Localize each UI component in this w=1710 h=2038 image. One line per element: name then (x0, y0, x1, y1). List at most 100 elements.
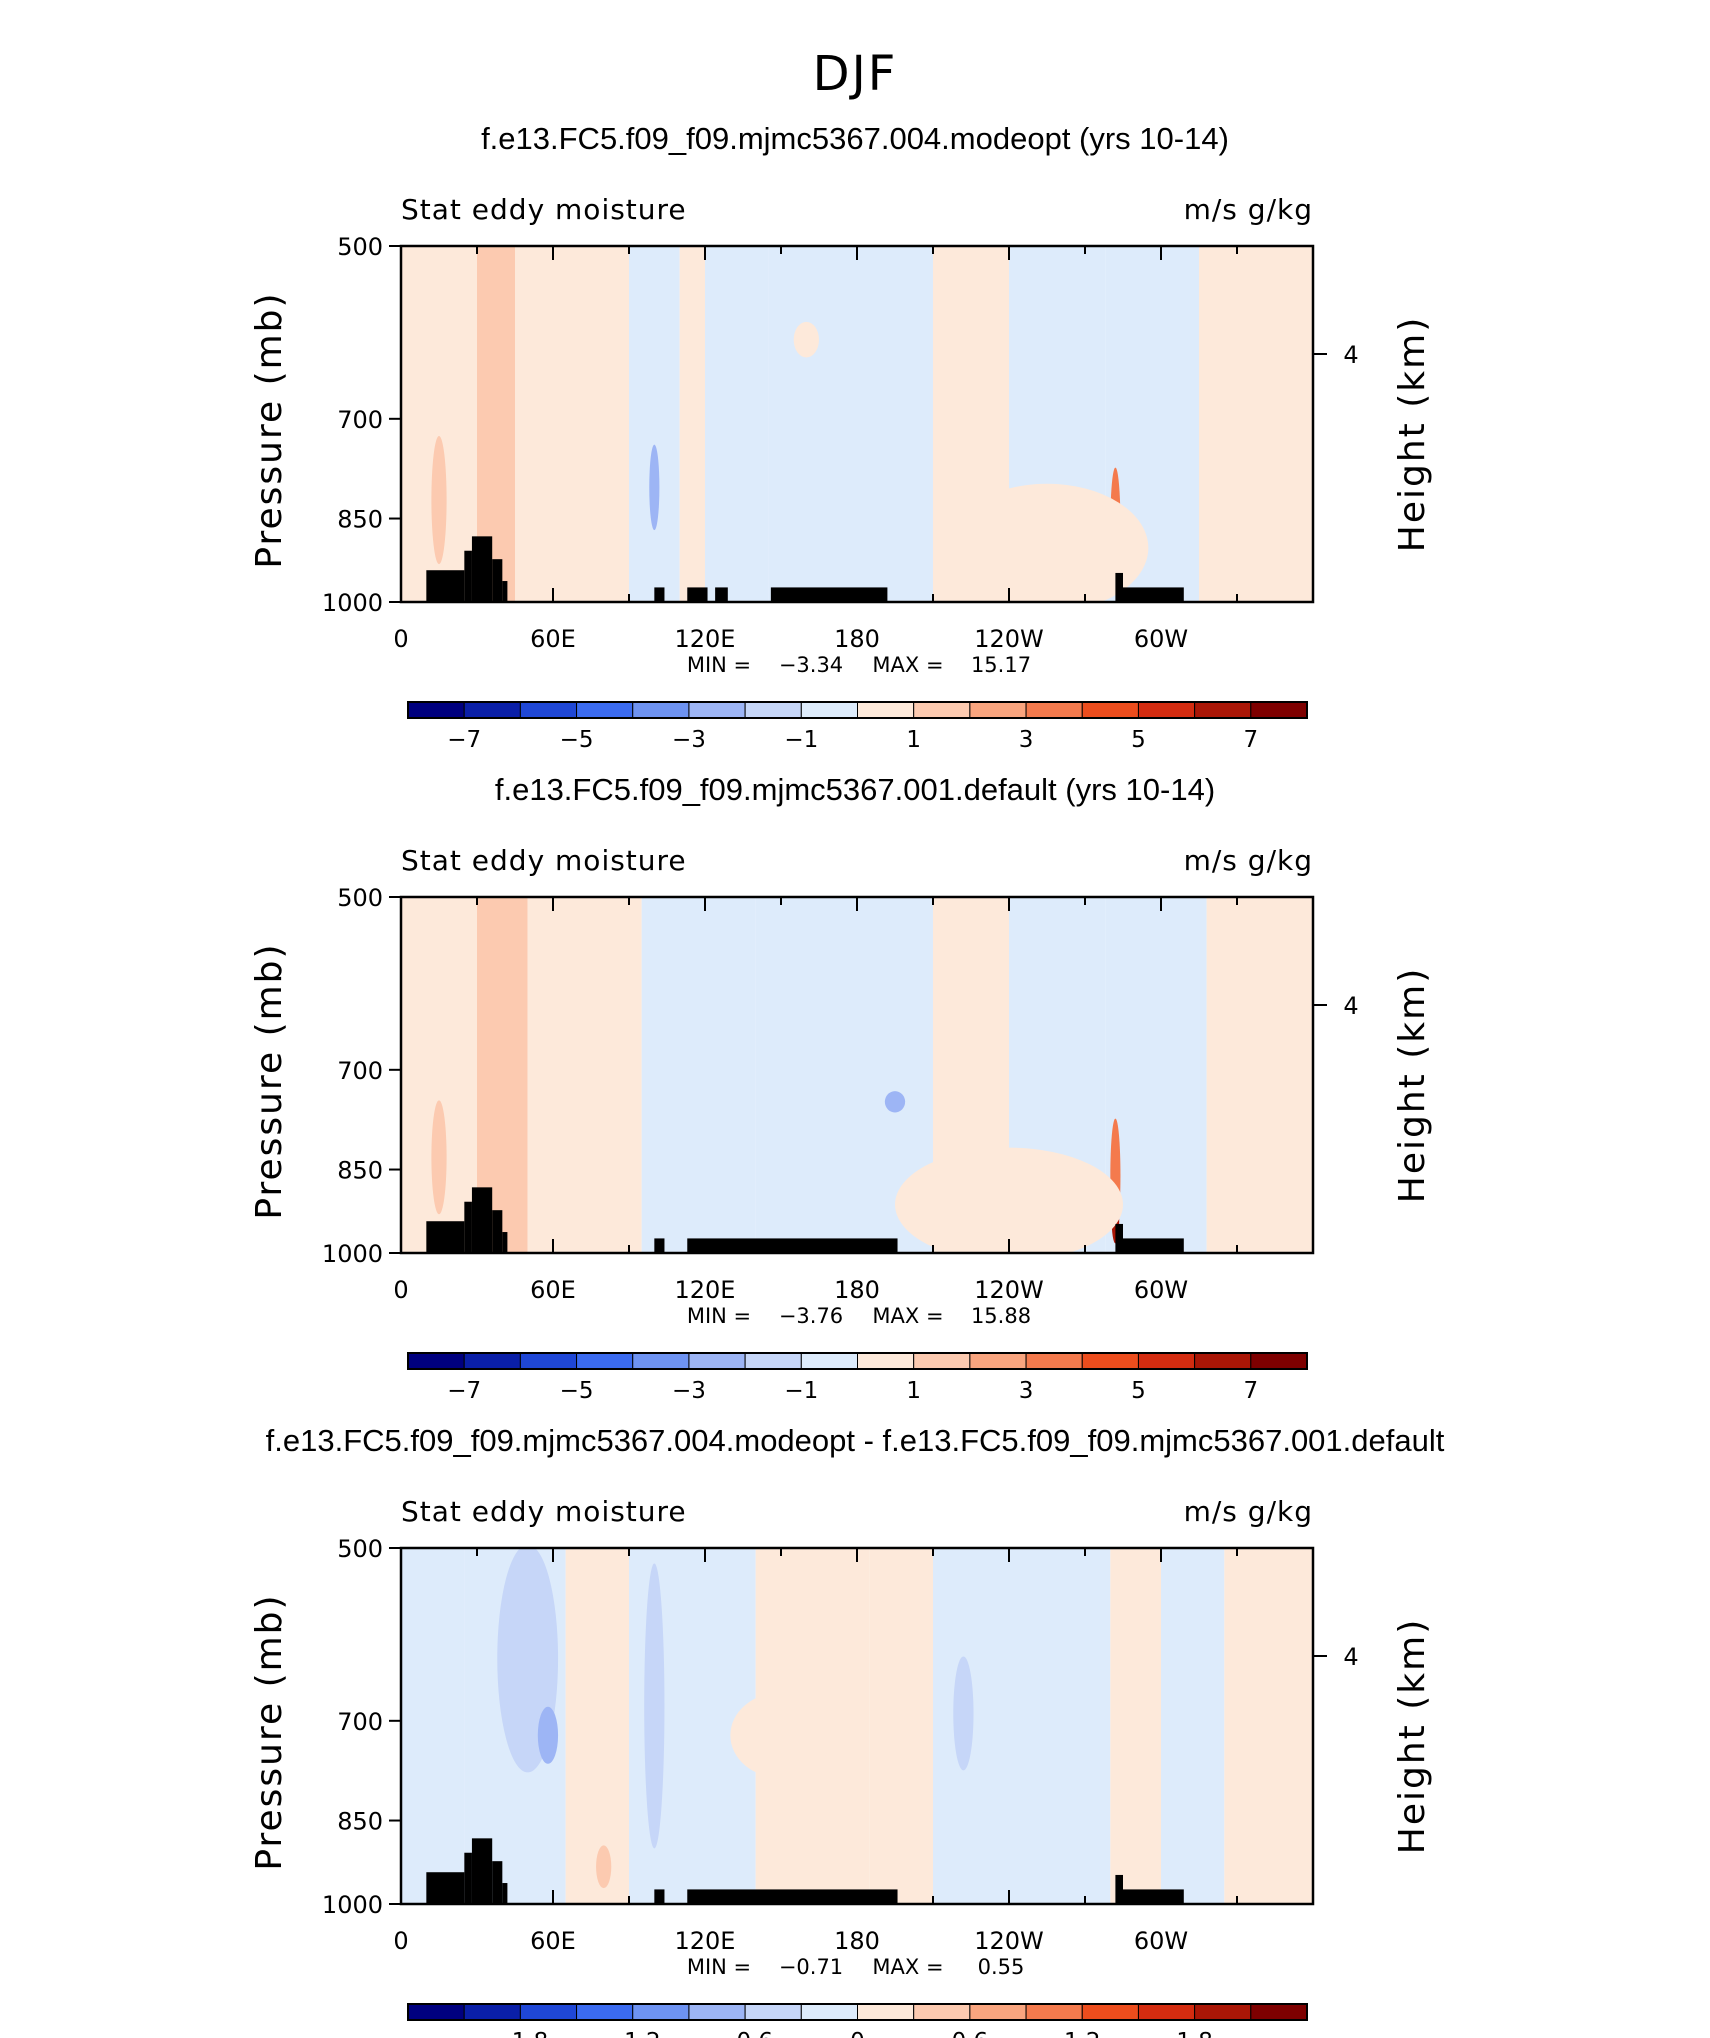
topography-mask (471, 1838, 493, 1904)
y-tick-label: 1000 (322, 1891, 383, 1919)
colorbar-swatch (1025, 1352, 1083, 1370)
left-field-label: Stat eddy moisture (401, 1495, 687, 1528)
field-feature (596, 1845, 612, 1889)
colorbar-swatch (913, 1352, 971, 1370)
topography-mask (464, 550, 472, 602)
colorbar-swatch (1194, 2003, 1252, 2021)
y-axis-label: Pressure (mb) (249, 291, 290, 568)
x-tick-label: 120W (974, 1927, 1044, 1955)
colorbar-label: 3 (1019, 1378, 1034, 1404)
x-tick-label: 60W (1134, 1276, 1188, 1304)
x-tick-label: 120E (675, 1276, 736, 1304)
y-right-axis-label: Height (km) (1392, 967, 1433, 1203)
right-units-label: m/s g/kg (1184, 193, 1313, 226)
colorbar-frame (407, 1352, 1308, 1370)
max-label: MAX = (872, 653, 943, 677)
min-value: −0.71 (779, 1955, 843, 1979)
max-value: 15.88 (971, 1304, 1031, 1328)
colorbar-swatch (463, 1352, 521, 1370)
colorbar-label: −5 (560, 727, 594, 753)
x-tick-label: 120E (675, 1927, 736, 1955)
y-axis-label: Pressure (mb) (249, 942, 290, 1219)
topography-mask (687, 1889, 898, 1904)
min-value: −3.34 (779, 653, 843, 677)
field-band (705, 246, 769, 602)
colorbar-swatch (632, 2003, 690, 2021)
colorbar-swatch (407, 2003, 465, 2021)
colorbar-label: −1.2 (605, 2029, 661, 2038)
colorbar-label: 1.2 (1064, 2029, 1101, 2038)
contour-field (401, 897, 1313, 1253)
figure-title-holder: DJF (0, 0, 1710, 120)
field-band (401, 1548, 465, 1904)
colorbar-label: 7 (1243, 727, 1258, 753)
x-tick-label: 0 (393, 1927, 408, 1955)
colorbar-swatch (800, 701, 858, 719)
contour-field (401, 1548, 1313, 1904)
colorbar-swatch (463, 2003, 521, 2021)
topography-mask (715, 587, 728, 602)
topography-mask (426, 1872, 465, 1904)
colorbar-swatch (857, 1352, 915, 1370)
field-band (527, 897, 642, 1253)
colorbar-label: −3 (672, 727, 706, 753)
min-label: MIN = (687, 1304, 751, 1328)
colorbar-swatch (969, 2003, 1027, 2021)
topography-mask (492, 1210, 503, 1253)
field-band (515, 246, 629, 602)
colorbar-swatch (857, 701, 915, 719)
topography-mask (654, 1238, 665, 1253)
panel-2: f.e13.FC5.f09_f09.mjmc5367.001.default (… (249, 772, 1433, 1404)
colorbar-swatch (688, 2003, 746, 2021)
colorbar-label: −7 (447, 1378, 481, 1404)
panel-3: f.e13.FC5.f09_f09.mjmc5367.004.modeopt -… (249, 1423, 1445, 2038)
topography-mask (1123, 1889, 1184, 1904)
colorbar-swatch (1025, 2003, 1083, 2021)
colorbar-swatch (800, 1352, 858, 1370)
y-tick-label: 850 (337, 506, 383, 534)
colorbar-label: 1 (906, 1378, 921, 1404)
colorbar-label: −1 (784, 1378, 818, 1404)
colorbar-swatch (913, 701, 971, 719)
x-tick-label: 120W (974, 1276, 1044, 1304)
x-tick-label: 60W (1134, 625, 1188, 653)
colorbar-swatch (1250, 1352, 1308, 1370)
topography-mask (471, 1187, 493, 1253)
colorbar-label: −3 (672, 1378, 706, 1404)
topography-mask (426, 570, 465, 602)
colorbar-frame (407, 2003, 1308, 2021)
colorbar-swatch (463, 701, 521, 719)
field-feature (479, 273, 500, 488)
colorbar-swatch (632, 701, 690, 719)
max-label: MAX = (872, 1304, 943, 1328)
y-right-tick-label: 4 (1343, 341, 1358, 369)
topography-mask (1115, 572, 1123, 602)
colorbar-swatch (1081, 2003, 1139, 2021)
y-tick-label: 700 (337, 406, 383, 434)
colorbar-swatch (744, 1352, 802, 1370)
panel-title: f.e13.FC5.f09_f09.mjmc5367.004.modeopt (… (481, 121, 1229, 156)
y-tick-label: 700 (337, 1057, 383, 1085)
field-feature (730, 1692, 832, 1779)
colorbar-swatch (576, 701, 634, 719)
colorbar-swatch (1137, 2003, 1196, 2021)
topography-mask (687, 587, 708, 602)
colorbar-swatch (576, 1352, 634, 1370)
x-tick-label: 60E (530, 1276, 576, 1304)
right-units-label: m/s g/kg (1184, 844, 1313, 877)
field-band (1224, 1548, 1313, 1904)
field-band (565, 1548, 629, 1904)
colorbar-swatch (407, 1352, 465, 1370)
topography-mask (426, 1221, 465, 1253)
field-feature (945, 483, 1149, 602)
field-feature (431, 1100, 447, 1215)
min-label: MIN = (687, 653, 751, 677)
x-tick-label: 120E (675, 625, 736, 653)
colorbar-swatch (1081, 1352, 1139, 1370)
y-tick-label: 1000 (322, 1240, 383, 1268)
field-feature (537, 1706, 559, 1764)
colorbar-label: 1.8 (1176, 2029, 1213, 2038)
panel-title: f.e13.FC5.f09_f09.mjmc5367.001.default (… (495, 772, 1215, 807)
field-band (629, 246, 680, 602)
